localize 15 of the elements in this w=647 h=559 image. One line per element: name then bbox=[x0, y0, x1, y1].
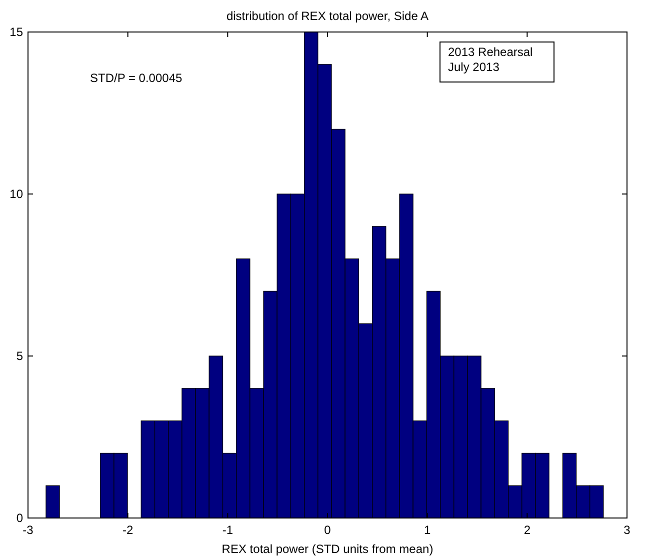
x-tick-label: -1 bbox=[222, 523, 234, 537]
annotation: STD/P = 0.00045 bbox=[90, 71, 182, 85]
x-tick-label: 0 bbox=[324, 523, 332, 537]
x-axis-title: REX total power (STD units from mean) bbox=[222, 542, 434, 556]
y-tick-label: 5 bbox=[16, 349, 24, 363]
y-tick-label: 15 bbox=[10, 25, 24, 39]
y-tick-label: 10 bbox=[10, 187, 24, 201]
y-tick-label: 0 bbox=[16, 511, 24, 525]
x-tick-label: 1 bbox=[424, 523, 431, 537]
x-tick-label: 3 bbox=[624, 523, 631, 537]
chart-title: distribution of REX total power, Side A bbox=[226, 9, 429, 23]
x-tick-label: 2 bbox=[524, 523, 531, 537]
annotation: 2013 Rehearsal July 2013 bbox=[448, 45, 533, 74]
x-tick-label: -3 bbox=[22, 523, 34, 537]
x-tick-label: -2 bbox=[122, 523, 134, 537]
